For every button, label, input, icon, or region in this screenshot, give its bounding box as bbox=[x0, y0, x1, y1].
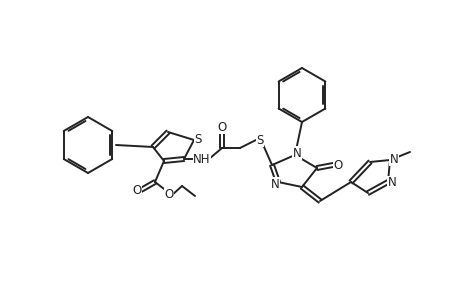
Text: S: S bbox=[194, 133, 201, 146]
Text: N: N bbox=[387, 176, 396, 190]
Text: O: O bbox=[333, 158, 342, 172]
Text: O: O bbox=[164, 188, 173, 202]
Text: N: N bbox=[292, 146, 301, 160]
Text: O: O bbox=[217, 121, 226, 134]
Text: NH: NH bbox=[193, 152, 210, 166]
Text: S: S bbox=[256, 134, 263, 146]
Text: O: O bbox=[132, 184, 141, 197]
Text: N: N bbox=[389, 152, 397, 166]
Text: N: N bbox=[270, 178, 279, 190]
